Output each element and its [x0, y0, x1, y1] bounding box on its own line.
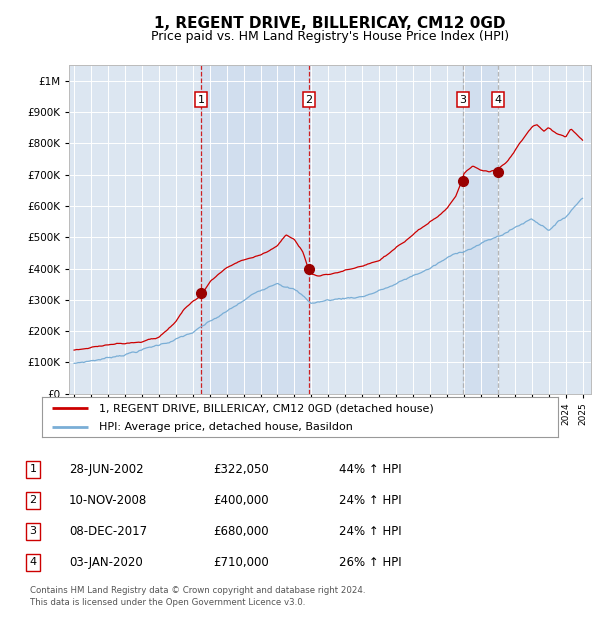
Text: 1: 1: [29, 464, 37, 474]
Text: 4: 4: [494, 94, 502, 105]
Text: 44% ↑ HPI: 44% ↑ HPI: [339, 463, 401, 476]
Text: 28-JUN-2002: 28-JUN-2002: [69, 463, 143, 476]
Bar: [201, 65, 309, 394]
Text: 24% ↑ HPI: 24% ↑ HPI: [339, 525, 401, 538]
Text: 1: 1: [197, 94, 205, 105]
Text: 1, REGENT DRIVE, BILLERICAY, CM12 0GD (detached house): 1, REGENT DRIVE, BILLERICAY, CM12 0GD (d…: [99, 403, 434, 413]
Text: HPI: Average price, detached house, Basildon: HPI: Average price, detached house, Basi…: [99, 422, 353, 432]
Text: Contains HM Land Registry data © Crown copyright and database right 2024.
This d: Contains HM Land Registry data © Crown c…: [30, 586, 365, 608]
Text: 26% ↑ HPI: 26% ↑ HPI: [339, 556, 401, 569]
Text: 03-JAN-2020: 03-JAN-2020: [69, 556, 143, 569]
Bar: [463, 65, 498, 394]
Text: 2: 2: [29, 495, 37, 505]
Text: 1, REGENT DRIVE, BILLERICAY, CM12 0GD: 1, REGENT DRIVE, BILLERICAY, CM12 0GD: [154, 16, 506, 30]
Text: £400,000: £400,000: [213, 494, 269, 507]
Text: 24% ↑ HPI: 24% ↑ HPI: [339, 494, 401, 507]
Text: £680,000: £680,000: [213, 525, 269, 538]
Text: 08-DEC-2017: 08-DEC-2017: [69, 525, 147, 538]
Text: 2: 2: [305, 94, 313, 105]
Text: £710,000: £710,000: [213, 556, 269, 569]
Text: 4: 4: [29, 557, 37, 567]
Text: 3: 3: [460, 94, 466, 105]
Text: 10-NOV-2008: 10-NOV-2008: [69, 494, 147, 507]
Text: £322,050: £322,050: [213, 463, 269, 476]
Text: Price paid vs. HM Land Registry's House Price Index (HPI): Price paid vs. HM Land Registry's House …: [151, 30, 509, 43]
Text: 3: 3: [29, 526, 37, 536]
